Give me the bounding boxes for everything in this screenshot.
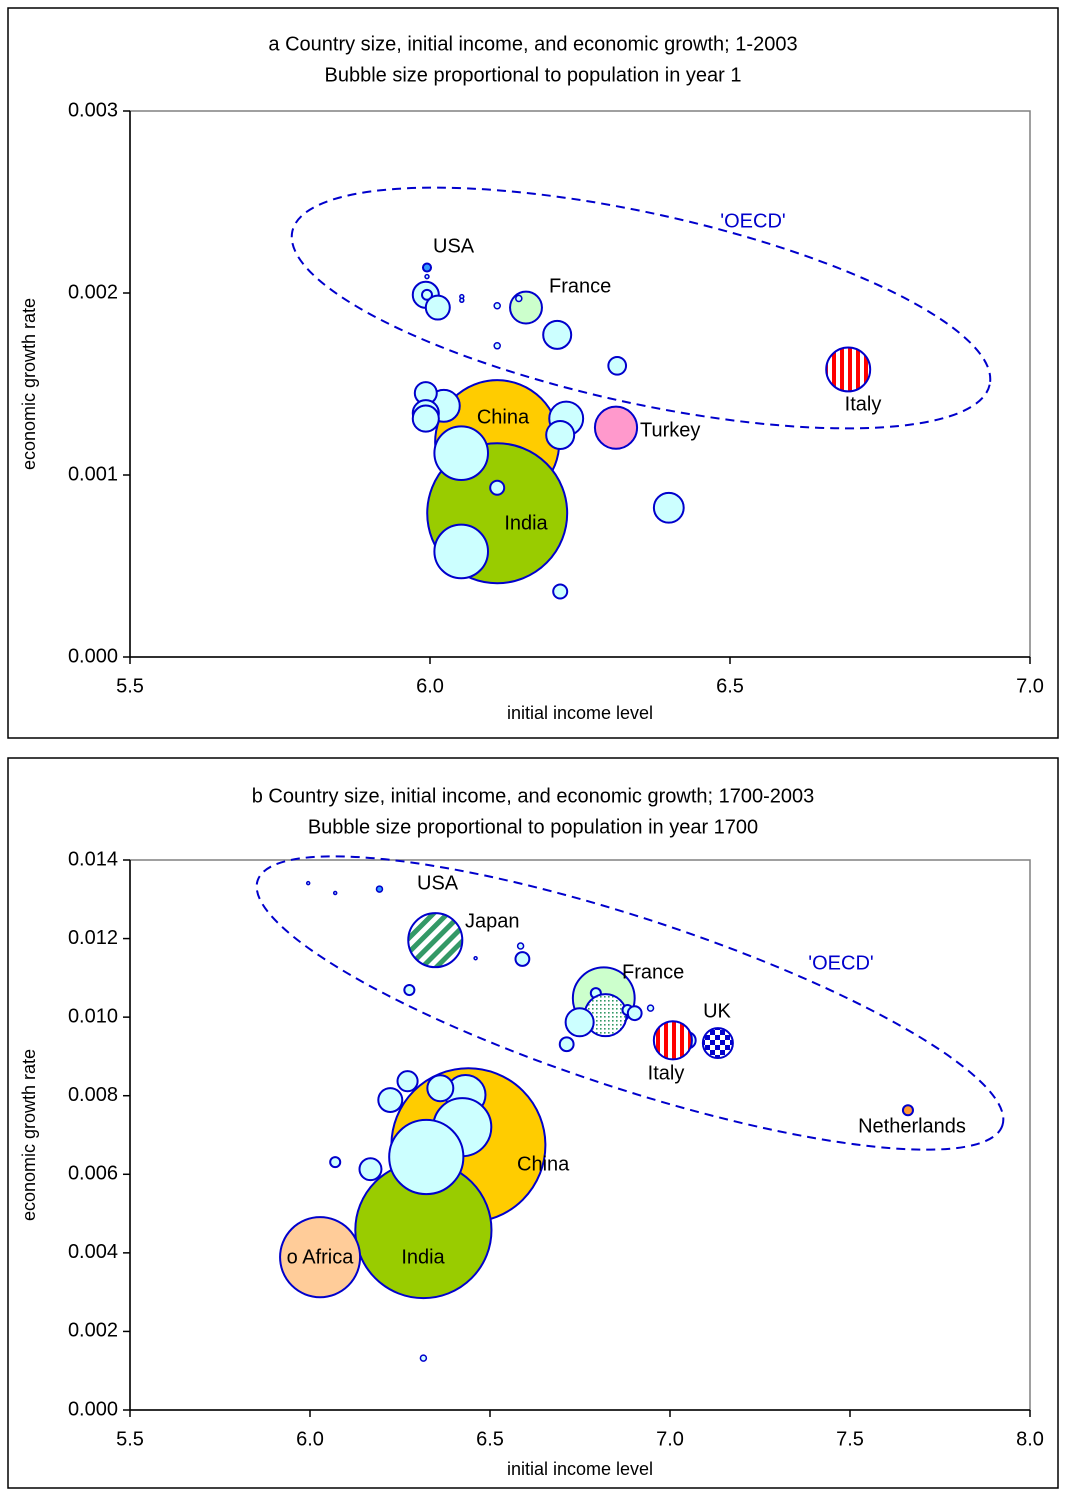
bubble-label: Japan (465, 910, 520, 932)
x-tick-label: 7.0 (656, 1428, 684, 1450)
bubble (279, 1216, 362, 1299)
bubble-label: France (549, 275, 611, 297)
bubble (545, 419, 576, 450)
bubble-label: India (401, 1246, 445, 1268)
bubble (514, 951, 531, 967)
bubble-label: UK (703, 1000, 731, 1022)
bubble (509, 290, 543, 325)
plot-area (129, 859, 1031, 1411)
x-tick-label: 6.0 (296, 1428, 324, 1450)
x-axis-title: initial income level (507, 703, 653, 723)
chart-title: b Country size, initial income, and econ… (252, 785, 815, 807)
bubble (332, 890, 338, 896)
bubble (552, 583, 569, 600)
bubble (516, 942, 525, 950)
y-tick-label: 0.000 (68, 645, 118, 667)
y-axis-title: economic growth rate (19, 1049, 39, 1221)
bubble (411, 404, 440, 433)
oecd-outline (255, 855, 1005, 1151)
bubble-label: Netherlands (858, 1115, 966, 1137)
y-tick-label: 0.003 (68, 99, 118, 121)
oecd-label: 'OECD' (808, 952, 873, 974)
bubble-label: France (622, 961, 684, 983)
bubble (493, 301, 501, 310)
oecd-outline (290, 186, 992, 430)
bubble-label: Italy (845, 393, 882, 415)
bubble (626, 1005, 643, 1022)
y-tick-label: 0.004 (68, 1241, 118, 1263)
bubble (424, 294, 451, 321)
bubble-label: USA (417, 872, 459, 894)
bubble (825, 346, 872, 393)
bubble (421, 288, 433, 301)
bubble-label: India (504, 512, 548, 534)
bubble (421, 262, 433, 273)
chart-subtitle: Bubble size proportional to population i… (308, 816, 758, 838)
x-tick-label: 8.0 (1016, 1428, 1044, 1450)
bubble-label: China (517, 1153, 570, 1175)
bubble (433, 523, 489, 580)
x-tick-label: 6.0 (416, 675, 444, 697)
bubble (489, 479, 506, 496)
y-tick-label: 0.006 (68, 1163, 118, 1185)
x-tick-label: 6.5 (476, 1428, 504, 1450)
bubble (607, 355, 628, 376)
bubble (564, 1007, 595, 1038)
y-tick-label: 0.008 (68, 1084, 118, 1106)
bubble (558, 1036, 575, 1053)
bubble (377, 1087, 404, 1114)
x-axis-title: initial income level (507, 1459, 653, 1479)
bubble (515, 294, 523, 303)
bubble (701, 1027, 734, 1060)
x-tick-label: 5.5 (116, 1428, 144, 1450)
chart-title: a Country size, initial income, and econ… (268, 33, 797, 55)
bubble (542, 319, 573, 350)
y-tick-label: 0.001 (68, 463, 118, 485)
y-axis-title: economic growth rate (19, 298, 39, 470)
bubble (652, 1020, 693, 1061)
y-tick-label: 0.000 (68, 1398, 118, 1420)
bubble-label: Turkey (640, 419, 700, 441)
bubble (403, 984, 416, 997)
bubble (459, 297, 465, 304)
bubble-label: China (477, 406, 530, 428)
bubble-label: USA (433, 235, 475, 257)
bubble (305, 880, 311, 886)
bubble (375, 885, 384, 893)
x-tick-label: 6.5 (716, 675, 744, 697)
bubble (396, 1070, 419, 1093)
bubble (646, 1004, 655, 1012)
bubble (419, 1354, 428, 1362)
bubble (433, 425, 489, 481)
oecd-label: 'OECD' (720, 210, 785, 232)
bubble (473, 955, 478, 961)
bubble (652, 491, 685, 524)
x-tick-label: 5.5 (116, 675, 144, 697)
plot-area (129, 110, 1031, 658)
bubble (426, 1074, 455, 1103)
bubble (358, 1157, 383, 1182)
bubble (329, 1156, 342, 1169)
bubble (424, 273, 430, 280)
y-tick-label: 0.002 (68, 1320, 118, 1342)
x-tick-label: 7.0 (1016, 675, 1044, 697)
bubble (593, 405, 639, 450)
bubble (901, 1104, 914, 1117)
bubble (388, 1118, 465, 1196)
y-tick-label: 0.010 (68, 1005, 118, 1027)
bubble-label: Italy (648, 1062, 685, 1084)
bubble (493, 342, 501, 350)
chart-subtitle: Bubble size proportional to population i… (325, 64, 742, 86)
x-tick-label: 7.5 (836, 1428, 864, 1450)
bubble (407, 912, 464, 969)
y-tick-label: 0.002 (68, 281, 118, 303)
bubble-label: o Africa (287, 1246, 355, 1268)
y-tick-label: 0.012 (68, 927, 118, 949)
y-tick-label: 0.014 (68, 848, 118, 870)
